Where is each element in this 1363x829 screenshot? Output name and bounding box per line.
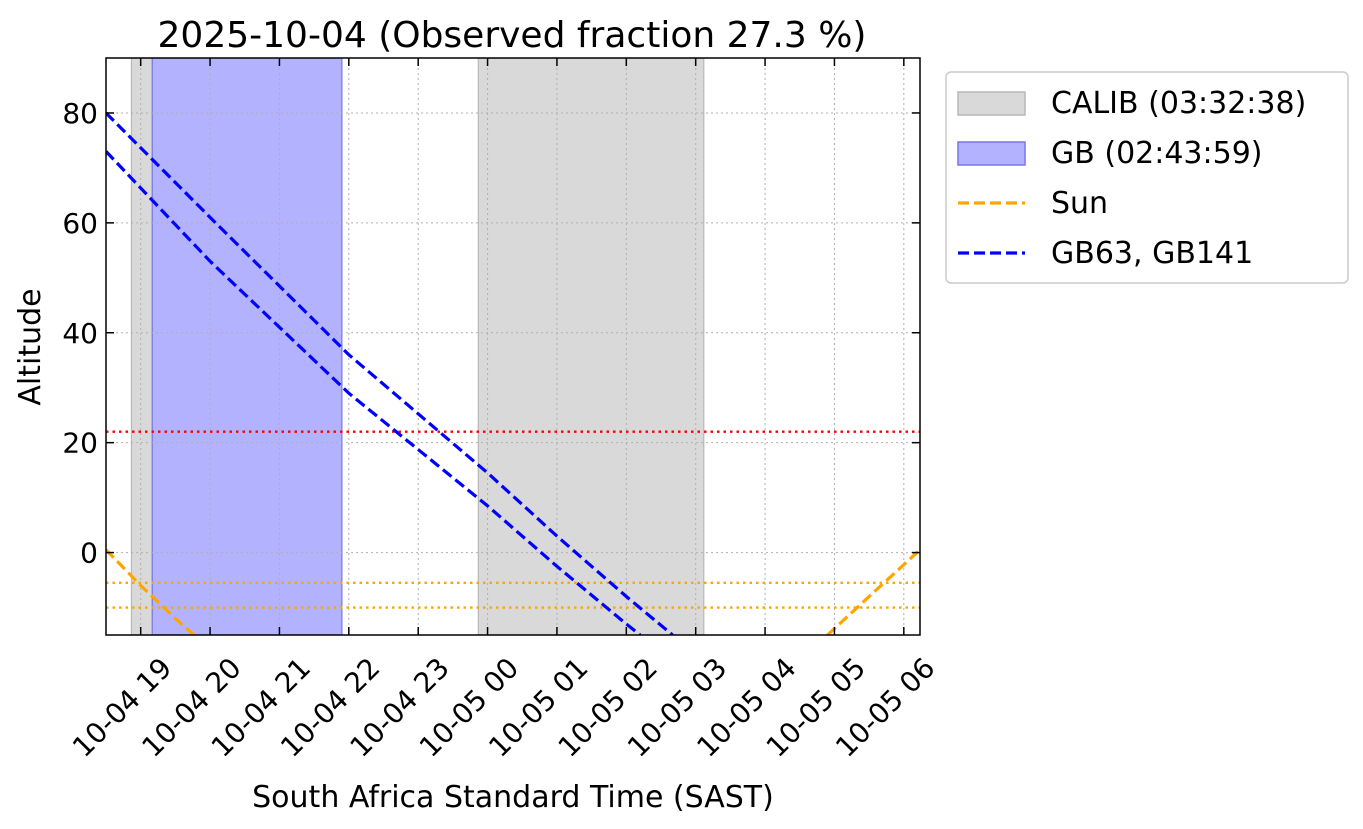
span-gb-1 — [151, 58, 343, 635]
series-gb63-segment-1 — [106, 111, 674, 635]
series-lines — [106, 111, 920, 635]
span-calib-1 — [130, 58, 153, 635]
series-gb141-segment-1 — [106, 150, 642, 635]
threshold-lines — [106, 430, 920, 609]
chart-title: 2025-10-04 (Observed fraction 27.3 %) — [158, 15, 867, 56]
legend-swatch-calib — [957, 91, 1026, 116]
legend: CALIB (03:32:38) GB (02:43:59) Sun GB63, GB… — [945, 71, 1349, 284]
legend-swatch-gb — [957, 141, 1026, 166]
y-tick-label-40: 40 — [62, 317, 98, 350]
y-tick-label-80: 80 — [62, 97, 98, 130]
y-tick-label-60: 60 — [62, 207, 98, 240]
grid — [106, 58, 920, 635]
legend-label-calib: CALIB (03:32:38) — [1051, 86, 1306, 121]
shaded-spans — [130, 58, 705, 635]
y-axis-label: Altitude — [13, 288, 48, 405]
y-tick-label-0: 0 — [80, 537, 98, 570]
legend-frame — [945, 71, 1349, 284]
legend-label-gb: GB (02:43:59) — [1051, 136, 1263, 171]
x-axis-label: South Africa Standard Time (SAST) — [252, 780, 774, 815]
span-calib-2 — [477, 58, 705, 635]
series-sun-segment-1 — [106, 548, 195, 635]
legend-label-gb63: GB63, GB141 — [1051, 236, 1253, 271]
series-sun-segment-2 — [826, 548, 920, 635]
y-tick-label-20: 20 — [62, 427, 98, 460]
legend-label-sun: Sun — [1051, 186, 1108, 221]
plot-frame — [105, 57, 921, 636]
